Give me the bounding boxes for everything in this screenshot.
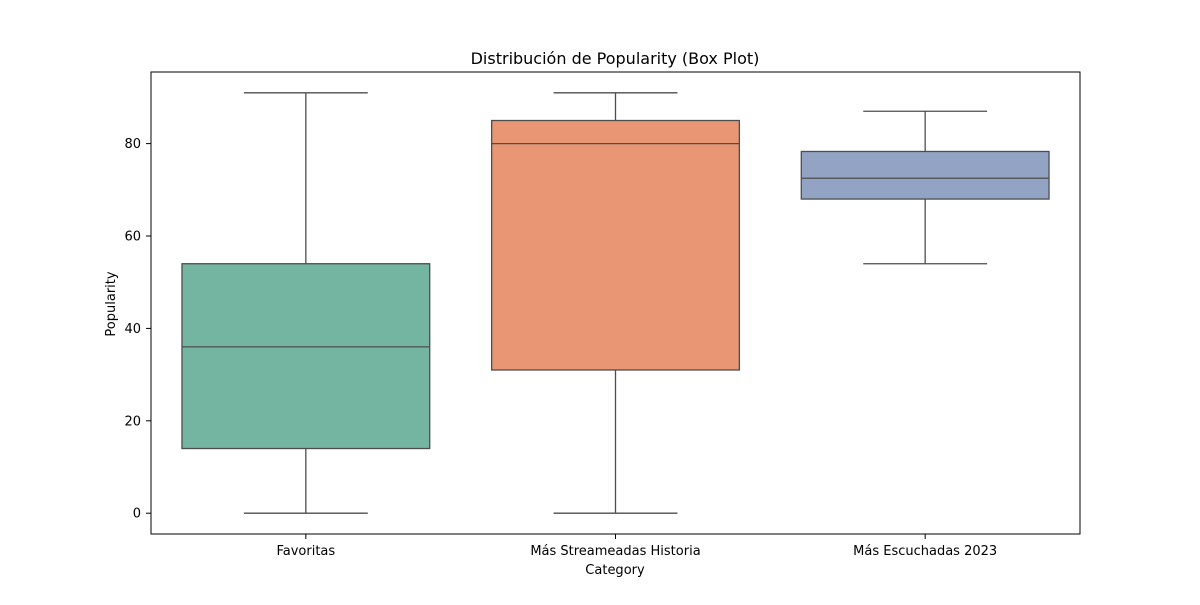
box-2-group [490, 92, 741, 514]
box-1-iqr-box [181, 263, 431, 450]
x-tick-label: Favoritas [276, 544, 335, 559]
box-3-group [800, 110, 1050, 265]
y-tick-label: 20 [124, 414, 141, 429]
box-1-group [181, 92, 431, 514]
ticks-layer: 0 20 40 60 80 Favoritas Más Streameadas Histor… [124, 137, 997, 559]
chart-title: Distribución de Popularity (Box Plot) [471, 49, 760, 68]
x-axis-label: Category [585, 563, 645, 578]
x-tick-label: Más Streameadas Historia [530, 544, 700, 559]
y-tick-label: 0 [133, 507, 141, 522]
y-tick-label: 40 [124, 322, 141, 337]
y-tick-label: 80 [124, 137, 141, 152]
y-axis-label: Popularity [104, 271, 119, 336]
box-2-iqr-box [490, 119, 741, 371]
y-tick-label: 60 [124, 230, 141, 245]
x-tick-label: Más Escuchadas 2023 [853, 544, 997, 559]
box-3-iqr-box [800, 150, 1050, 200]
plot-area-frame [150, 71, 1081, 535]
boxes-layer [181, 92, 1050, 514]
